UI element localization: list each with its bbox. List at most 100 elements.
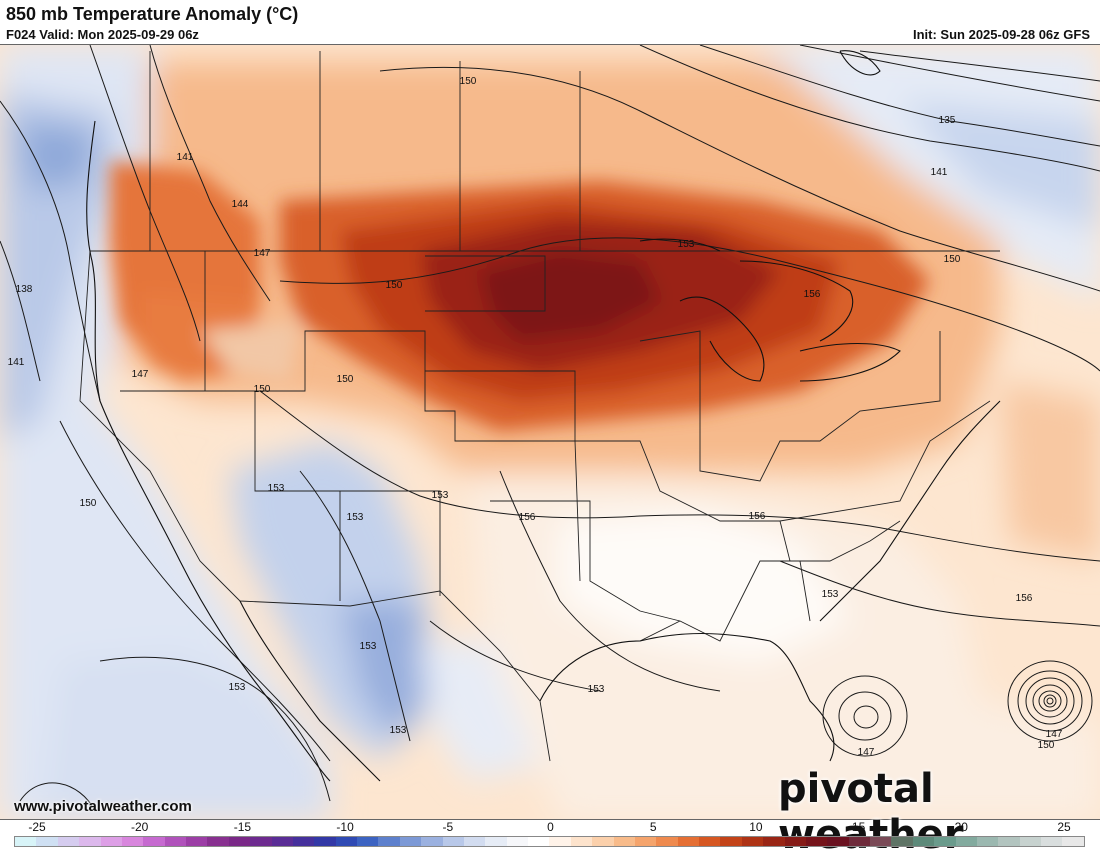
contour-label: 153 xyxy=(229,682,246,693)
colorbar-swatch xyxy=(1041,837,1063,846)
contour-label: 153 xyxy=(268,483,285,494)
colorbar-swatch xyxy=(164,837,186,846)
colorbar-tick-label: 5 xyxy=(649,820,657,834)
anomaly-shading xyxy=(0,45,1100,819)
colorbar-swatch xyxy=(57,837,80,846)
temperature-anomaly-map[interactable]: 150 135 141 141 144 147 153 150 150 156 138 141 147 1… xyxy=(0,44,1100,820)
contour-label: 150 xyxy=(386,280,403,291)
contour-label: 141 xyxy=(931,167,948,178)
colorbar-swatch xyxy=(955,837,977,846)
colorbar-swatch xyxy=(699,837,721,846)
header: 850 mb Temperature Anomaly (°C) F024 Val… xyxy=(0,0,1100,44)
colorbar-swatch xyxy=(357,837,379,846)
colorbar-swatch xyxy=(677,837,699,846)
colorbar-swatch xyxy=(463,837,486,846)
colorbar-swatch xyxy=(186,837,208,846)
contour-label: 141 xyxy=(8,357,25,368)
colorbar-swatch xyxy=(891,837,913,846)
colorbar-swatch xyxy=(998,837,1020,846)
colorbar-swatch xyxy=(613,837,635,846)
init-time: Init: Sun 2025-09-28 06z GFS xyxy=(912,27,1090,42)
colorbar-swatch xyxy=(827,837,849,846)
colorbar-tick-label: -25 xyxy=(28,820,46,834)
contour-label: 153 xyxy=(432,490,449,501)
colorbar-swatch xyxy=(934,837,956,846)
contour-label: 147 xyxy=(858,747,875,758)
colorbar-swatch xyxy=(805,837,828,846)
colorbar-swatch xyxy=(292,837,315,846)
colorbar-swatch xyxy=(36,837,58,846)
colorbar-swatch xyxy=(335,837,357,846)
colorbar-swatch xyxy=(976,837,999,846)
contour-label: 153 xyxy=(390,725,407,736)
colorbar-swatch xyxy=(378,837,400,846)
colorbar-tick-label: -10 xyxy=(336,820,354,834)
colorbar-swatch xyxy=(207,837,229,846)
contour-label: 156 xyxy=(749,511,766,522)
colorbar-swatch xyxy=(528,837,550,846)
contour-label: 153 xyxy=(347,512,364,523)
contour-label: 150 xyxy=(1038,740,1055,751)
coastlines xyxy=(86,50,1001,782)
contour-label: 144 xyxy=(232,199,249,210)
colorbar-tick-label: 25 xyxy=(1057,820,1071,834)
contour-label: 153 xyxy=(360,641,377,652)
colorbar-swatch xyxy=(549,837,571,846)
valid-time: F024 Valid: Mon 2025-09-29 06z xyxy=(6,27,199,42)
colorbar-swatch xyxy=(250,837,272,846)
political-borders xyxy=(79,51,1000,762)
site-url[interactable]: www.pivotalweather.com xyxy=(14,798,192,815)
colorbar xyxy=(14,836,1085,847)
colorbar-swatch xyxy=(720,837,742,846)
contour-label: 150 xyxy=(337,374,354,385)
contour-label: 156 xyxy=(1016,593,1033,604)
contour-label: 153 xyxy=(588,684,605,695)
contour-label: 156 xyxy=(519,512,536,523)
colorbar-swatch xyxy=(506,837,528,846)
contour-label: 147 xyxy=(254,248,271,259)
colorbar-swatch xyxy=(421,837,443,846)
contour-label: 141 xyxy=(177,152,194,163)
colorbar-swatch xyxy=(741,837,764,846)
colorbar-swatch xyxy=(79,837,101,846)
map-title: 850 mb Temperature Anomaly (°C) xyxy=(6,4,299,24)
colorbar-swatch xyxy=(442,837,464,846)
colorbar-swatch xyxy=(314,837,336,846)
colorbar-swatch xyxy=(912,837,935,846)
contour-label: 150 xyxy=(944,254,961,265)
colorbar-swatch xyxy=(570,837,593,846)
colorbar-swatch xyxy=(634,837,657,846)
contour-label: 150 xyxy=(254,384,271,395)
colorbar-swatch xyxy=(15,837,37,846)
contour-label: 147 xyxy=(132,369,149,380)
colorbar-swatch xyxy=(784,837,806,846)
colorbar-swatch xyxy=(228,837,251,846)
contour-label: 153 xyxy=(822,589,839,600)
colorbar-tick-label: 0 xyxy=(547,820,554,834)
contour-label: 147 xyxy=(1046,729,1063,740)
colorbar-swatch xyxy=(870,837,892,846)
colorbar-swatch xyxy=(121,837,144,846)
colorbar-swatch xyxy=(271,837,293,846)
colorbar-tick-label: 15 xyxy=(851,820,866,834)
colorbar-swatch xyxy=(485,837,507,846)
colorbar-tick-label: 10 xyxy=(749,820,763,834)
colorbar-swatch xyxy=(100,837,122,846)
contour-label: 138 xyxy=(16,284,33,295)
colorbar-ticks: -25 -20 -15 -10 -5 0 5 10 15 20 25 xyxy=(0,820,1100,834)
contour-label: 153 xyxy=(678,239,695,250)
colorbar-tick-label: 20 xyxy=(954,820,968,834)
colorbar-swatch xyxy=(656,837,678,846)
contour-label: 150 xyxy=(80,498,97,509)
colorbar-tick-label: -20 xyxy=(131,820,149,834)
colorbar-swatch xyxy=(399,837,422,846)
contour-label: 135 xyxy=(939,115,956,126)
contour-label: 156 xyxy=(804,289,821,300)
colorbar-tick-label: -15 xyxy=(233,820,252,834)
colorbar-swatch xyxy=(848,837,870,846)
colorbar-swatch xyxy=(1062,837,1084,846)
colorbar-swatch xyxy=(592,837,614,846)
colorbar-swatch xyxy=(143,837,165,846)
